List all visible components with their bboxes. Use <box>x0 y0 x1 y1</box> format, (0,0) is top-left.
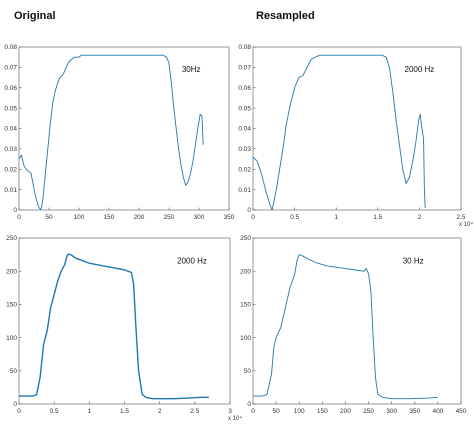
y-tick-label: 0.02 <box>4 166 17 173</box>
x-tick-label: 2.5 <box>190 408 199 415</box>
y-tick-label: 0.04 <box>238 126 251 133</box>
y-tick-label: 0.01 <box>238 187 251 194</box>
y-tick-label: 0 <box>13 401 17 408</box>
y-tick-label: 0 <box>13 207 17 214</box>
chart-top-left: 0 50 100 150 200 250 300 350 0 0.01 0.02 0.03 0.04 0.… <box>4 44 234 221</box>
y-tick-label: 100 <box>240 335 251 342</box>
y-tick-label: 0.07 <box>238 65 251 72</box>
x-tick-label: 200 <box>134 214 145 221</box>
x-tick-label: 300 <box>194 214 205 221</box>
y-tick-label: 0.02 <box>238 166 251 173</box>
x-tick-label: 1.5 <box>120 408 129 415</box>
chart-annotation: 2000 Hz <box>405 65 435 74</box>
y-tick-label: 0.05 <box>238 105 251 112</box>
y-tick-label: 100 <box>6 335 17 342</box>
x-tick-label: 350 <box>409 408 420 415</box>
y-tick-label: 0.08 <box>4 44 17 51</box>
x-tick-label: 0 <box>251 408 255 415</box>
x-tick-label: 450 <box>456 408 467 415</box>
x-tick-label: 400 <box>432 408 443 415</box>
x-tick-label: 100 <box>74 214 85 221</box>
x-tick-label: 0 <box>17 214 21 221</box>
series-line <box>253 254 438 400</box>
x-tick-label: 0.5 <box>290 214 299 221</box>
y-tick-label: 0.04 <box>4 126 17 133</box>
y-tick-label: 0.07 <box>4 65 17 72</box>
y-tick-label: 0.03 <box>238 146 251 153</box>
chart-annotation: 30Hz <box>182 65 201 74</box>
x-tick-label: 150 <box>317 408 328 415</box>
y-tick-label: 200 <box>240 268 251 275</box>
y-tick-label: 250 <box>240 235 251 242</box>
x-tick-label: 250 <box>164 214 175 221</box>
x-tick-label: 1.5 <box>373 214 382 221</box>
y-tick-label: 0.05 <box>4 105 17 112</box>
x-tick-label: 2 <box>418 214 422 221</box>
series-line <box>18 54 204 211</box>
x-tick-label: 50 <box>272 408 280 415</box>
x-tick-label: 3 <box>228 408 232 415</box>
y-tick-label: 0.03 <box>4 146 17 153</box>
y-tick-label: 50 <box>10 368 18 375</box>
heading-original: Original <box>14 10 56 22</box>
heading-resampled: Resampled <box>256 10 315 22</box>
x-tick-label: 2.5 <box>456 214 465 221</box>
x-tick-label: 1 <box>88 408 92 415</box>
x-tick-label: 50 <box>45 214 53 221</box>
y-tick-label: 0 <box>247 207 251 214</box>
x-tick-label: 350 <box>224 214 235 221</box>
y-tick-label: 0.06 <box>4 85 17 92</box>
x-tick-label: 0 <box>251 214 255 221</box>
y-tick-label: 200 <box>6 268 17 275</box>
chart-annotation: 30 Hz <box>403 257 424 266</box>
x-axis-exponent: x 10⁴ <box>459 221 473 228</box>
x-tick-label: 1 <box>334 214 338 221</box>
x-tick-label: 250 <box>363 408 374 415</box>
x-tick-label: 0 <box>17 408 21 415</box>
y-tick-label: 0 <box>247 401 251 408</box>
plot-frame <box>252 237 462 405</box>
chart-bottom-left: 0 0.5 1 1.5 2 2.5 3 0 50 100 150 200 250 x 10⁴ 2000 Hz <box>6 235 242 422</box>
y-tick-label: 0.08 <box>238 44 251 51</box>
chart-top-right: 0 0.5 1 1.5 2 2.5 0 0.01 0.02 0.03 0.04 0.05 0.06 0.0… <box>238 44 473 228</box>
y-tick-label: 150 <box>240 302 251 309</box>
x-axis-exponent: x 10⁴ <box>228 415 242 422</box>
series-line <box>19 253 209 400</box>
y-tick-label: 0.06 <box>238 85 251 92</box>
y-tick-label: 150 <box>6 302 17 309</box>
x-tick-label: 100 <box>294 408 305 415</box>
y-tick-label: 0.01 <box>4 187 17 194</box>
x-tick-label: 2 <box>158 408 162 415</box>
chart-bottom-right: 0 50 100 150 200 250 300 350 400 450 0 50 100 150 200 2… <box>240 235 467 415</box>
chart-annotation: 2000 Hz <box>177 257 207 266</box>
series-line <box>252 54 426 211</box>
x-tick-label: 150 <box>104 214 115 221</box>
x-tick-label: 0.5 <box>50 408 59 415</box>
x-tick-label: 200 <box>340 408 351 415</box>
x-tick-label: 300 <box>386 408 397 415</box>
y-tick-label: 50 <box>244 368 252 375</box>
y-tick-label: 250 <box>6 235 17 242</box>
